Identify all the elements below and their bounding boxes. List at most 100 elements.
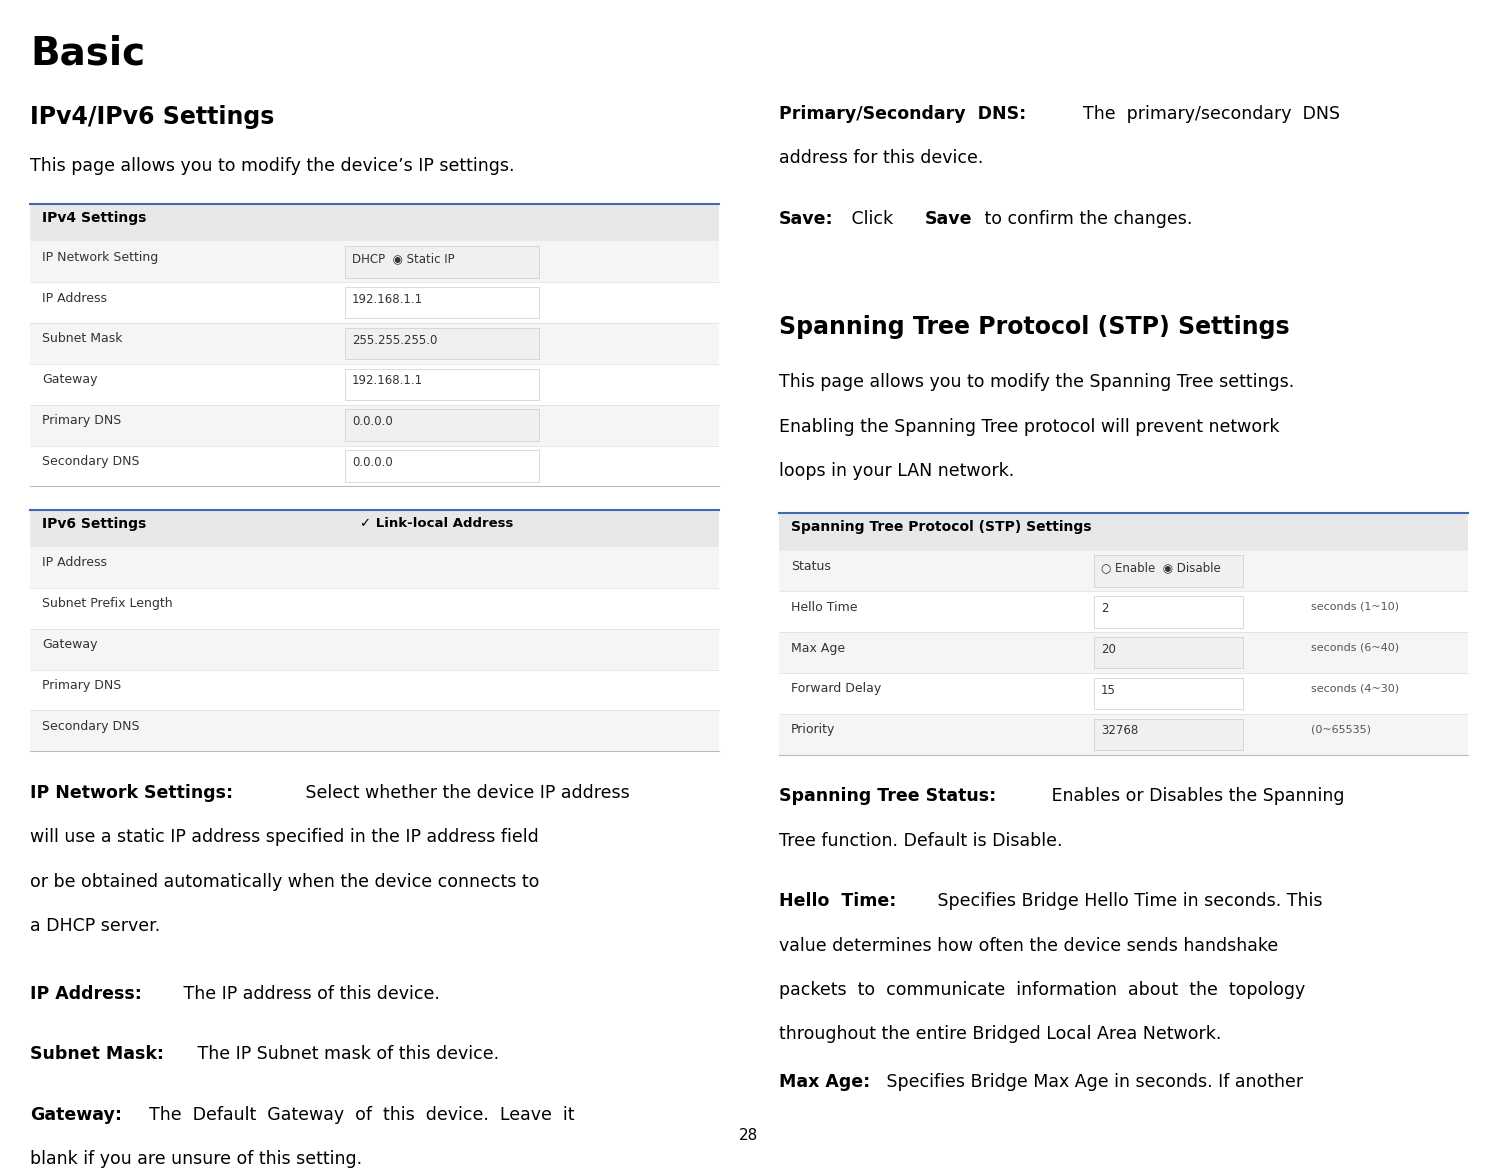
Bar — [345, 369, 539, 400]
Bar — [779, 592, 1468, 633]
Text: IP Address: IP Address — [42, 557, 106, 570]
Bar — [30, 710, 719, 751]
Text: IP Address: IP Address — [42, 292, 106, 305]
Text: Spanning Tree Status:: Spanning Tree Status: — [779, 788, 996, 805]
Bar — [345, 328, 539, 360]
Text: Hello  Time:: Hello Time: — [779, 892, 896, 911]
Text: IPv4 Settings: IPv4 Settings — [42, 211, 147, 225]
Text: address for this device.: address for this device. — [779, 149, 983, 168]
Bar — [30, 241, 719, 282]
Text: Specifies Bridge Max Age in seconds. If another: Specifies Bridge Max Age in seconds. If … — [881, 1074, 1303, 1091]
Bar — [345, 287, 539, 319]
Text: Priority: Priority — [791, 723, 836, 736]
Bar — [779, 513, 1468, 551]
Text: Click: Click — [846, 210, 899, 229]
Text: Gateway: Gateway — [42, 638, 97, 652]
Text: 192.168.1.1: 192.168.1.1 — [352, 375, 422, 388]
Bar — [30, 323, 719, 364]
Text: IP Network Settings:: IP Network Settings: — [30, 784, 234, 802]
Text: Primary DNS: Primary DNS — [42, 414, 121, 427]
Text: 15: 15 — [1101, 683, 1116, 696]
Text: Subnet Mask:: Subnet Mask: — [30, 1045, 163, 1063]
Bar — [779, 633, 1468, 673]
Bar — [30, 282, 719, 323]
Text: IP Network Setting: IP Network Setting — [42, 251, 159, 264]
Bar — [30, 204, 719, 241]
Text: Specifies Bridge Hello Time in seconds. This: Specifies Bridge Hello Time in seconds. … — [932, 892, 1323, 911]
Text: Spanning Tree Protocol (STP) Settings: Spanning Tree Protocol (STP) Settings — [791, 520, 1092, 534]
Bar — [30, 364, 719, 404]
Text: 192.168.1.1: 192.168.1.1 — [352, 293, 422, 306]
Text: seconds (1~10): seconds (1~10) — [1311, 602, 1399, 612]
Bar — [30, 669, 719, 710]
Text: Save: Save — [926, 210, 972, 229]
Bar — [30, 588, 719, 629]
Text: seconds (6~40): seconds (6~40) — [1311, 642, 1399, 653]
Bar — [30, 510, 719, 547]
Bar — [1094, 638, 1243, 668]
Text: 20: 20 — [1101, 642, 1116, 656]
Bar — [779, 714, 1468, 755]
Text: Hello Time: Hello Time — [791, 601, 857, 614]
Text: Subnet Prefix Length: Subnet Prefix Length — [42, 598, 172, 611]
Text: Secondary DNS: Secondary DNS — [42, 720, 139, 732]
Text: to confirm the changes.: to confirm the changes. — [980, 210, 1192, 229]
Text: (0~65535): (0~65535) — [1311, 724, 1371, 735]
Text: Gateway:: Gateway: — [30, 1106, 121, 1124]
Text: IPv6 Settings: IPv6 Settings — [42, 517, 147, 531]
Text: Gateway: Gateway — [42, 374, 97, 387]
Text: 2: 2 — [1101, 602, 1109, 615]
Text: Forward Delay: Forward Delay — [791, 682, 881, 695]
Text: blank if you are unsure of this setting.: blank if you are unsure of this setting. — [30, 1150, 363, 1168]
Text: Spanning Tree Protocol (STP) Settings: Spanning Tree Protocol (STP) Settings — [779, 315, 1290, 339]
Text: This page allows you to modify the device’s IP settings.: This page allows you to modify the devic… — [30, 157, 514, 176]
Text: 255.255.255.0: 255.255.255.0 — [352, 334, 437, 347]
Text: Subnet Mask: Subnet Mask — [42, 333, 123, 346]
Text: Basic: Basic — [30, 35, 145, 73]
Text: The IP Subnet mask of this device.: The IP Subnet mask of this device. — [192, 1045, 499, 1063]
Bar — [345, 246, 539, 278]
Text: Save:: Save: — [779, 210, 833, 229]
Bar — [779, 551, 1468, 592]
Text: Max Age:: Max Age: — [779, 1074, 870, 1091]
Bar — [345, 409, 539, 441]
Text: throughout the entire Bridged Local Area Network.: throughout the entire Bridged Local Area… — [779, 1026, 1221, 1043]
Text: 28: 28 — [740, 1129, 758, 1144]
Text: or be obtained automatically when the device connects to: or be obtained automatically when the de… — [30, 873, 539, 891]
Text: Enables or Disables the Spanning: Enables or Disables the Spanning — [1046, 788, 1345, 805]
Text: IPv4/IPv6 Settings: IPv4/IPv6 Settings — [30, 105, 274, 129]
Text: This page allows you to modify the Spanning Tree settings.: This page allows you to modify the Spann… — [779, 374, 1294, 391]
Text: The IP address of this device.: The IP address of this device. — [178, 984, 440, 1002]
Bar — [1094, 556, 1243, 587]
Text: value determines how often the device sends handshake: value determines how often the device se… — [779, 936, 1278, 955]
Text: The  primary/secondary  DNS: The primary/secondary DNS — [1071, 105, 1339, 123]
Text: Primary DNS: Primary DNS — [42, 679, 121, 691]
Text: The  Default  Gateway  of  this  device.  Leave  it: The Default Gateway of this device. Leav… — [138, 1106, 574, 1124]
Text: will use a static IP address specified in the IP address field: will use a static IP address specified i… — [30, 829, 539, 846]
Text: ✓ Link-local Address: ✓ Link-local Address — [360, 517, 512, 530]
Text: Enabling the Spanning Tree protocol will prevent network: Enabling the Spanning Tree protocol will… — [779, 417, 1279, 436]
Text: Status: Status — [791, 560, 831, 573]
Text: a DHCP server.: a DHCP server. — [30, 917, 160, 935]
Text: seconds (4~30): seconds (4~30) — [1311, 683, 1399, 694]
Text: Max Age: Max Age — [791, 641, 845, 655]
Text: Select whether the device IP address: Select whether the device IP address — [300, 784, 629, 802]
Bar — [1094, 677, 1243, 709]
Text: 0.0.0.0: 0.0.0.0 — [352, 415, 392, 428]
Text: ○ Enable  ◉ Disable: ○ Enable ◉ Disable — [1101, 561, 1221, 574]
Bar — [779, 673, 1468, 714]
Bar — [30, 629, 719, 669]
Text: Primary/Secondary  DNS:: Primary/Secondary DNS: — [779, 105, 1026, 123]
Text: DHCP  ◉ Static IP: DHCP ◉ Static IP — [352, 252, 455, 265]
Bar — [30, 445, 719, 486]
Text: packets  to  communicate  information  about  the  topology: packets to communicate information about… — [779, 981, 1305, 1000]
Bar — [1094, 597, 1243, 628]
Text: 0.0.0.0: 0.0.0.0 — [352, 456, 392, 469]
Text: Tree function. Default is Disable.: Tree function. Default is Disable. — [779, 832, 1062, 850]
Bar — [1094, 718, 1243, 750]
Text: loops in your LAN network.: loops in your LAN network. — [779, 462, 1014, 481]
Text: IP Address:: IP Address: — [30, 984, 142, 1002]
Bar — [30, 547, 719, 588]
Text: Secondary DNS: Secondary DNS — [42, 455, 139, 468]
Bar — [30, 404, 719, 445]
